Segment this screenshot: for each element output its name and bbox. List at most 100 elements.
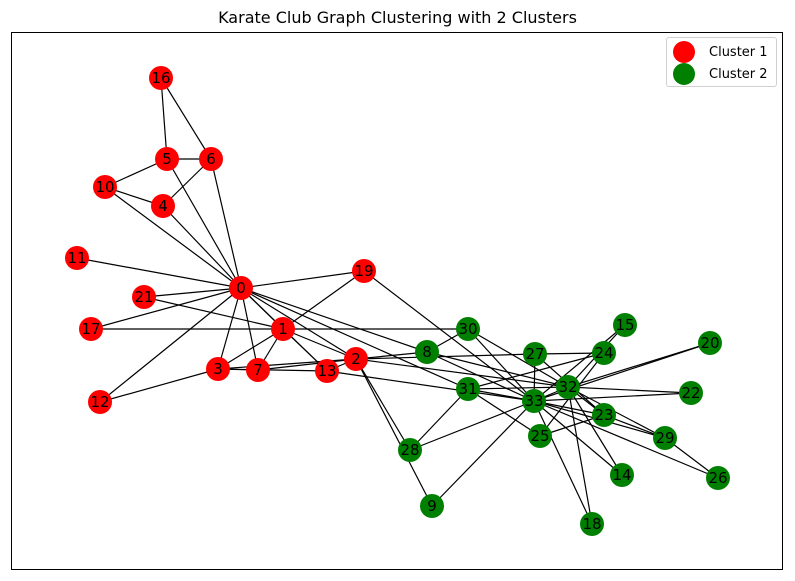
- node-marker-32: [556, 375, 580, 399]
- edge-2-9: [355, 358, 433, 507]
- node-17: 17: [79, 317, 103, 341]
- node-14: 14: [610, 463, 634, 487]
- edge-1-21: [143, 296, 284, 330]
- node-label-17: 17: [81, 320, 100, 338]
- node-label-4: 4: [158, 197, 168, 215]
- node-33: 33: [522, 389, 546, 413]
- node-label-26: 26: [708, 469, 727, 487]
- node-25: 25: [528, 424, 552, 448]
- legend: Cluster 1 Cluster 2: [666, 37, 777, 87]
- node-marker-28: [398, 438, 422, 462]
- node-marker-11: [65, 246, 89, 270]
- edge-0-19: [240, 270, 365, 289]
- node-label-6: 6: [206, 150, 216, 168]
- node-marker-3: [206, 357, 230, 381]
- edge-1-19: [282, 270, 365, 330]
- edge-1-2: [282, 328, 357, 360]
- node-label-7: 7: [253, 361, 263, 379]
- edge-18-32: [567, 386, 593, 525]
- node-label-12: 12: [90, 393, 109, 411]
- node-marker-5: [155, 147, 179, 171]
- edge-24-31: [467, 352, 605, 390]
- edge-8-32: [426, 351, 569, 388]
- node-16: 16: [149, 66, 173, 90]
- edge-29-32: [567, 386, 666, 439]
- edge-0-31: [240, 287, 469, 390]
- plot-frame: [11, 32, 783, 570]
- edge-0-11: [76, 257, 242, 289]
- node-32: 32: [556, 375, 580, 399]
- node-label-27: 27: [525, 345, 544, 363]
- node-label-32: 32: [558, 378, 577, 396]
- node-label-28: 28: [400, 441, 419, 459]
- node-label-9: 9: [427, 497, 437, 515]
- node-27: 27: [523, 342, 547, 366]
- node-1: 1: [271, 317, 295, 341]
- node-label-19: 19: [354, 262, 373, 280]
- node-marker-20: [698, 331, 722, 355]
- node-label-16: 16: [151, 69, 170, 87]
- node-marker-19: [352, 259, 376, 283]
- edge-0-5: [166, 158, 242, 289]
- node-marker-10: [93, 175, 117, 199]
- node-marker-21: [132, 285, 156, 309]
- node-9: 9: [420, 494, 444, 518]
- cluster-1-marker: [673, 41, 695, 63]
- node-label-18: 18: [582, 515, 601, 533]
- edge-18-33: [533, 400, 593, 525]
- node-marker-13: [315, 359, 339, 383]
- node-label-24: 24: [594, 344, 613, 362]
- node-21: 21: [132, 285, 156, 309]
- node-23: 23: [592, 403, 616, 427]
- node-label-2: 2: [351, 350, 361, 368]
- node-label-20: 20: [700, 334, 719, 352]
- node-marker-9: [420, 494, 444, 518]
- edge-22-33: [533, 392, 692, 402]
- edge-2-32: [355, 358, 569, 388]
- cluster-2-marker: [673, 63, 695, 85]
- node-22: 22: [679, 381, 703, 405]
- edge-26-33: [533, 400, 719, 479]
- node-19: 19: [352, 259, 376, 283]
- node-marker-31: [456, 377, 480, 401]
- node-13: 13: [315, 359, 339, 383]
- edge-14-33: [533, 400, 623, 476]
- node-marker-26: [706, 466, 730, 490]
- node-marker-14: [610, 463, 634, 487]
- node-6: 6: [199, 147, 223, 171]
- node-label-22: 22: [681, 384, 700, 402]
- node-11: 11: [65, 246, 89, 270]
- edge-0-6: [210, 158, 242, 289]
- node-12: 12: [88, 390, 112, 414]
- node-3: 3: [206, 357, 230, 381]
- node-marker-6: [199, 147, 223, 171]
- node-marker-15: [613, 313, 637, 337]
- node-label-15: 15: [615, 316, 634, 334]
- edge-15-33: [533, 324, 626, 402]
- node-marker-2: [344, 347, 368, 371]
- node-29: 29: [653, 426, 677, 450]
- node-8: 8: [415, 340, 439, 364]
- edge-0-17: [90, 287, 242, 330]
- node-marker-23: [592, 403, 616, 427]
- node-marker-29: [653, 426, 677, 450]
- node-label-33: 33: [524, 392, 543, 410]
- node-marker-33: [522, 389, 546, 413]
- node-24: 24: [592, 341, 616, 365]
- edge-8-33: [426, 351, 535, 402]
- node-label-10: 10: [95, 178, 114, 196]
- node-2: 2: [344, 347, 368, 371]
- node-18: 18: [580, 512, 604, 536]
- node-31: 31: [456, 377, 480, 401]
- node-marker-25: [528, 424, 552, 448]
- node-30: 30: [456, 317, 480, 341]
- node-label-23: 23: [594, 406, 613, 424]
- edge-2-28: [355, 358, 411, 451]
- legend-item-cluster-1: Cluster 1: [673, 41, 768, 63]
- edges-layer: [76, 77, 719, 525]
- node-label-25: 25: [530, 427, 549, 445]
- edge-0-2: [240, 287, 357, 360]
- edge-14-32: [567, 386, 623, 476]
- node-label-14: 14: [612, 466, 631, 484]
